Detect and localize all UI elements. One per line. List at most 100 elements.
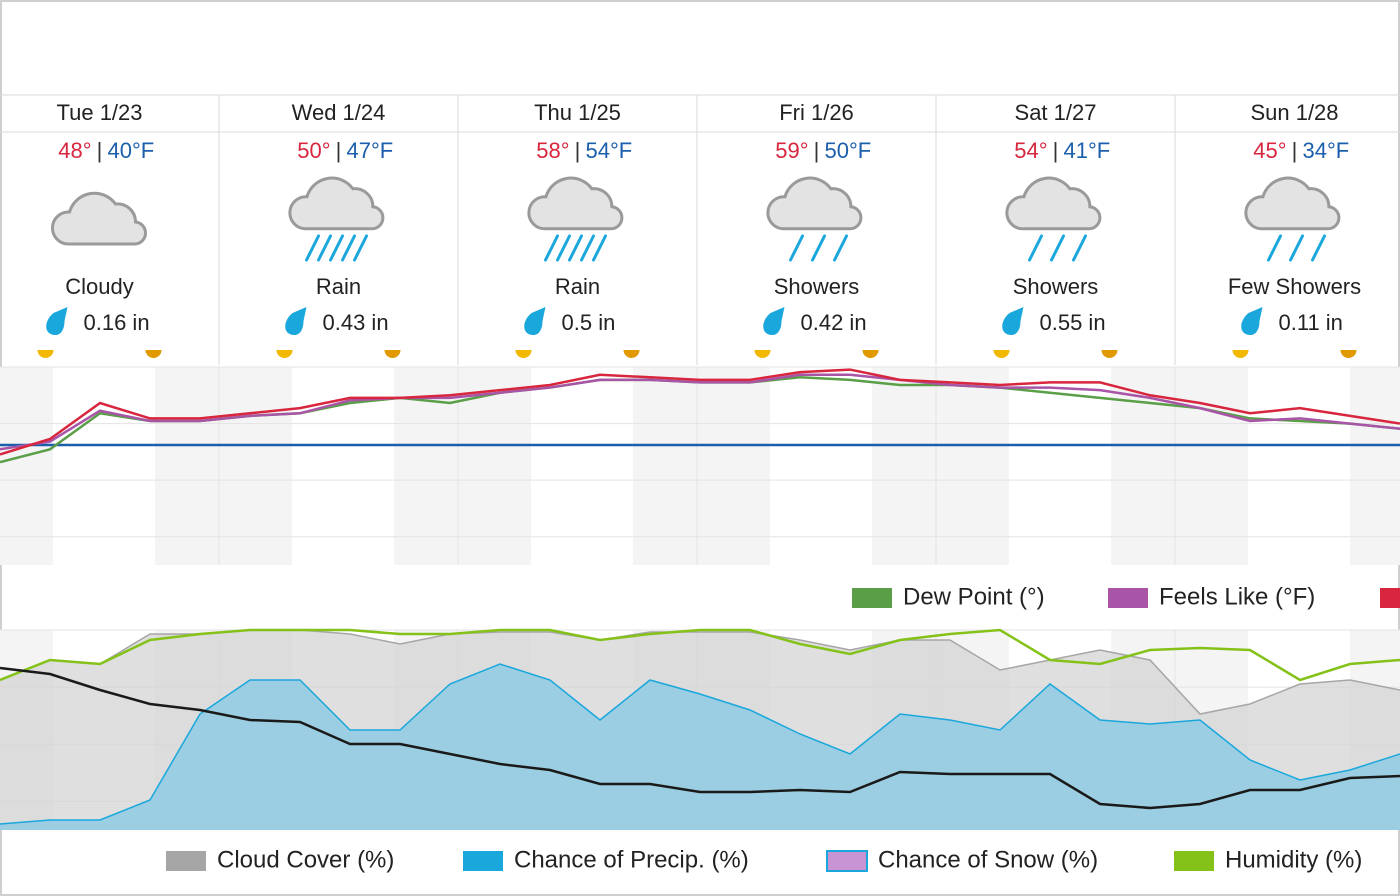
high-temp: 58°	[536, 138, 569, 163]
night-band	[155, 367, 292, 565]
drop-icon	[763, 307, 785, 335]
temperature-chart	[0, 366, 1400, 565]
night-band	[872, 367, 1009, 565]
high-temp: 48°	[58, 138, 91, 163]
legend-label: Feels Like (°F)	[1159, 583, 1315, 610]
legend-swatch	[1380, 588, 1400, 608]
rain-streak	[1267, 234, 1282, 262]
high-temp: 54°	[1014, 138, 1047, 163]
precip-amount: 0.55 in	[1040, 310, 1106, 335]
separator: |	[814, 138, 820, 163]
separator: |	[575, 138, 581, 163]
rain-streak	[1050, 234, 1065, 262]
low-temp: 54°F	[586, 138, 633, 163]
rain-streak	[341, 234, 356, 262]
separator: |	[97, 138, 103, 163]
series-line	[0, 628, 1400, 682]
separator: |	[1053, 138, 1059, 163]
sunrise-icon	[1232, 350, 1249, 358]
rain-streak	[317, 234, 332, 262]
cloud-icon	[527, 176, 624, 231]
sunrise-icon	[754, 350, 771, 358]
drop-icon	[46, 307, 68, 335]
rain-streak	[833, 234, 848, 262]
sunset-icon	[145, 350, 162, 358]
legend-swatch	[1174, 851, 1214, 871]
sunset-icon	[623, 350, 640, 358]
legend-label: Chance of Snow (%)	[878, 846, 1098, 873]
condition: Rain	[555, 274, 600, 299]
condition: Few Showers	[1228, 274, 1361, 299]
low-temp: 34°F	[1303, 138, 1350, 163]
cloud-icon	[766, 176, 863, 231]
weather-icon	[51, 191, 148, 246]
cloud-icon	[1005, 176, 1102, 231]
precip-amount: 0.42 in	[801, 310, 867, 335]
legend-swatch	[166, 851, 206, 871]
day-label: Sun 1/28	[1250, 100, 1338, 125]
precip-amount: 0.11 in	[1279, 310, 1343, 335]
rain-streak	[556, 234, 571, 262]
sunrise-icon	[37, 350, 54, 358]
night-band	[633, 367, 770, 565]
high-temp: 59°	[775, 138, 808, 163]
drop-icon	[1241, 307, 1263, 335]
condition: Showers	[1013, 274, 1099, 299]
rain-streak	[544, 234, 559, 262]
sunrise-icon	[276, 350, 293, 358]
night-band	[1350, 367, 1400, 565]
legend-swatch	[852, 588, 892, 608]
precip-amount: 0.16 in	[84, 310, 150, 335]
weather-icon	[766, 176, 863, 262]
weather-icon	[288, 176, 385, 262]
low-temp: 41°F	[1064, 138, 1111, 163]
series-line	[0, 666, 1400, 810]
low-temp: 47°F	[347, 138, 394, 163]
area-fill	[0, 664, 1400, 830]
precip-amount: 0.5 in	[562, 310, 616, 335]
series-line	[0, 663, 1400, 825]
sunrise-icon	[515, 350, 532, 358]
rain-streak	[592, 234, 607, 262]
rain-streak	[305, 234, 320, 262]
day-label: Thu 1/25	[534, 100, 621, 125]
series-line	[0, 368, 1400, 456]
weather-icon	[1005, 176, 1102, 262]
night-band	[0, 367, 53, 565]
weather-icon	[1244, 176, 1341, 262]
precip-amount: 0.43 in	[323, 310, 389, 335]
sunset-icon	[1340, 350, 1357, 358]
percent-chart	[0, 628, 1400, 830]
sunset-icon	[1101, 350, 1118, 358]
separator: |	[1292, 138, 1298, 163]
legend-label: Chance of Precip. (%)	[514, 846, 749, 873]
legend-swatch	[463, 851, 503, 871]
sunrise-icon	[993, 350, 1010, 358]
condition: Showers	[774, 274, 860, 299]
cloud-icon	[288, 176, 385, 231]
rain-streak	[789, 234, 804, 262]
rain-streak	[568, 234, 583, 262]
condition: Cloudy	[65, 274, 133, 299]
sunset-icon	[384, 350, 401, 358]
day-label: Wed 1/24	[292, 100, 386, 125]
night-band	[1111, 367, 1248, 565]
legend-label: Dew Point (°)	[903, 583, 1045, 610]
cloud-icon	[51, 191, 148, 246]
separator: |	[336, 138, 342, 163]
legend-label: Humidity (%)	[1225, 846, 1362, 873]
day-label: Sat 1/27	[1015, 100, 1097, 125]
low-temp: 40°F	[108, 138, 155, 163]
legend-swatch	[1108, 588, 1148, 608]
rain-streak	[1289, 234, 1304, 262]
rain-streak	[1028, 234, 1043, 262]
cloud-icon	[1244, 176, 1341, 231]
high-temp: 45°	[1253, 138, 1286, 163]
rain-streak	[580, 234, 595, 262]
drop-icon	[524, 307, 546, 335]
sunset-icon	[862, 350, 879, 358]
legend-swatch	[826, 850, 868, 872]
rain-streak	[353, 234, 368, 262]
